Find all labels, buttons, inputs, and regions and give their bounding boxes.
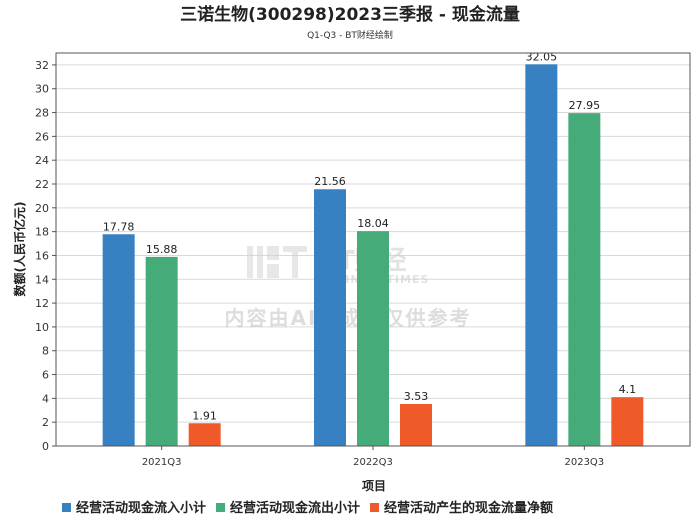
data-label-2021Q3-series-2: 15.88 xyxy=(146,243,178,256)
y-tick-label: 32 xyxy=(35,59,49,72)
bar-2022Q3-series-1 xyxy=(314,189,346,447)
data-label-2023Q3-series-2: 27.95 xyxy=(569,99,601,112)
y-tick-label: 8 xyxy=(42,345,49,358)
y-tick-label: 26 xyxy=(35,130,49,143)
watermark: BT财经 BUSINESSTIMES 内容由AI生成，仅供参考 xyxy=(225,245,472,330)
bar-2023Q3-series-3 xyxy=(611,397,644,446)
x-tick-label: 2022Q3 xyxy=(353,457,393,468)
y-tick-label: 4 xyxy=(42,392,49,405)
plot-frame xyxy=(55,52,691,447)
y-axis-label: 数额(人民币亿元) xyxy=(12,202,27,297)
data-label-2022Q3-series-3: 3.53 xyxy=(404,390,429,403)
bars xyxy=(102,64,644,447)
chart-title: 三诺生物(300298)2023三季报 - 现金流量 xyxy=(180,4,520,25)
y-tick-label: 6 xyxy=(42,369,49,382)
legend-swatch-3 xyxy=(370,503,380,512)
legend-swatch-1 xyxy=(62,503,71,512)
data-labels: 17.78 15.88 1.91 21.56 18.04 3.53 32.05 27.95 4.… xyxy=(103,50,636,422)
bar-2023Q3-series-2 xyxy=(568,113,601,447)
y-tick-label: 16 xyxy=(35,249,49,262)
bar-2023Q3-series-1 xyxy=(525,64,558,447)
x-tick-label: 2023Q3 xyxy=(564,457,604,468)
data-label-2023Q3-series-3: 4.1 xyxy=(619,383,637,396)
legend-label-1: 经营活动现金流入小计 xyxy=(76,500,206,516)
y-tick-label: 14 xyxy=(35,273,49,286)
data-label-2022Q3-series-1: 21.56 xyxy=(314,175,346,188)
x-axis-ticks: 2021Q3 2022Q3 2023Q3 xyxy=(142,446,604,468)
y-tick-label: 12 xyxy=(35,297,49,310)
y-tick-label: 30 xyxy=(35,83,49,96)
y-tick-label: 18 xyxy=(35,226,49,239)
bar-2021Q3-series-2 xyxy=(145,256,178,446)
x-tick-label: 2021Q3 xyxy=(142,457,182,468)
y-tick-label: 28 xyxy=(35,107,49,120)
y-tick-label: 24 xyxy=(35,154,49,167)
chart-subtitle: Q1-Q3 - BT财经绘制 xyxy=(307,29,393,41)
y-tick-label: 20 xyxy=(35,202,49,215)
y-tick-label: 2 xyxy=(42,416,49,429)
bar-2021Q3-series-1 xyxy=(102,234,135,446)
data-label-2022Q3-series-2: 18.04 xyxy=(357,217,389,230)
y-tick-label: 0 xyxy=(42,440,49,453)
legend-label-2: 经营活动现金流出小计 xyxy=(230,500,360,516)
legend: 经营活动现金流入小计 经营活动现金流出小计 经营活动产生的现金流量净额 xyxy=(62,500,553,516)
bar-2021Q3-series-3 xyxy=(188,423,221,446)
data-label-2021Q3-series-1: 17.78 xyxy=(103,220,135,233)
legend-label-3: 经营活动产生的现金流量净额 xyxy=(384,500,553,516)
bar-2022Q3-series-3 xyxy=(400,403,432,446)
data-label-2023Q3-series-1: 32.05 xyxy=(526,50,558,63)
watermark-logo-icon xyxy=(247,246,307,278)
watermark-ai-notice: 内容由AI生成，仅供参考 xyxy=(225,306,472,330)
legend-swatch-2 xyxy=(216,503,226,512)
data-label-2021Q3-series-3: 1.91 xyxy=(192,409,217,422)
y-tick-label: 22 xyxy=(35,178,49,191)
x-axis-label: 项目 xyxy=(362,479,386,493)
y-tick-label: 10 xyxy=(35,321,49,334)
bar-2022Q3-series-2 xyxy=(357,231,389,446)
